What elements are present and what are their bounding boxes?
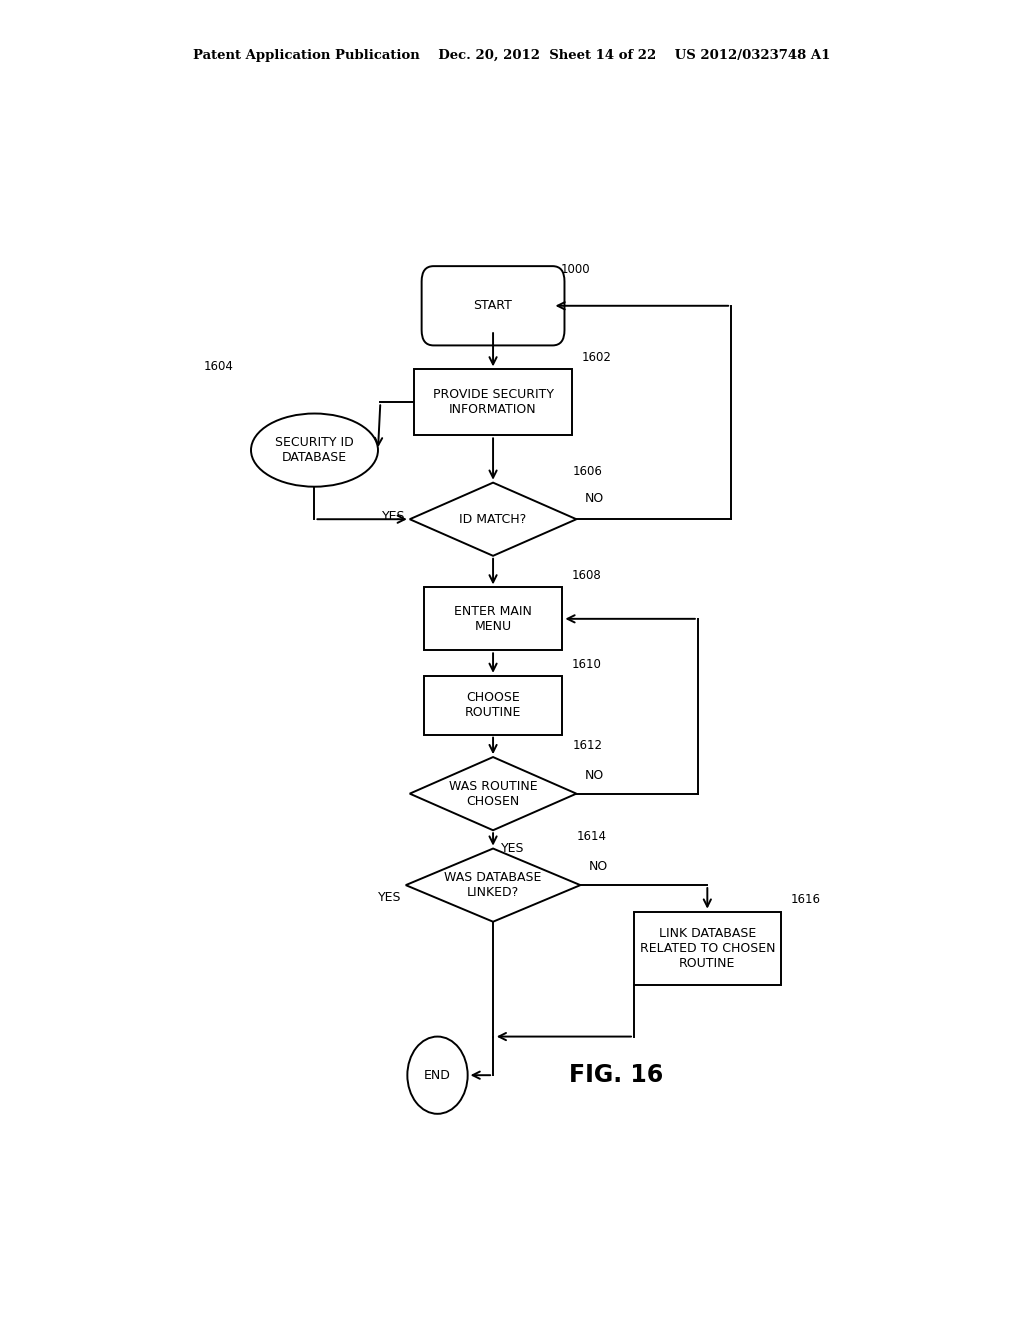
Text: 1602: 1602 — [582, 351, 611, 364]
Text: ID MATCH?: ID MATCH? — [460, 512, 526, 525]
Text: CHOOSE
ROUTINE: CHOOSE ROUTINE — [465, 692, 521, 719]
Ellipse shape — [251, 413, 378, 487]
Text: 1604: 1604 — [204, 360, 233, 372]
Text: 1000: 1000 — [560, 263, 590, 276]
Text: WAS DATABASE
LINKED?: WAS DATABASE LINKED? — [444, 871, 542, 899]
Text: Patent Application Publication    Dec. 20, 2012  Sheet 14 of 22    US 2012/03237: Patent Application Publication Dec. 20, … — [194, 49, 830, 62]
Polygon shape — [410, 758, 577, 830]
Polygon shape — [406, 849, 581, 921]
Text: 1612: 1612 — [572, 739, 602, 752]
FancyBboxPatch shape — [422, 267, 564, 346]
Text: END: END — [424, 1069, 451, 1081]
Bar — [424, 676, 562, 735]
Text: WAS ROUTINE
CHOSEN: WAS ROUTINE CHOSEN — [449, 780, 538, 808]
Text: YES: YES — [501, 842, 524, 855]
Text: FIG. 16: FIG. 16 — [569, 1063, 664, 1088]
Text: 1614: 1614 — [577, 830, 606, 843]
Text: YES: YES — [378, 891, 401, 904]
Text: ENTER MAIN
MENU: ENTER MAIN MENU — [454, 605, 532, 632]
Text: NO: NO — [588, 861, 607, 874]
Text: 1606: 1606 — [572, 465, 602, 478]
Text: YES: YES — [382, 510, 406, 523]
Text: START: START — [474, 300, 512, 313]
Text: PROVIDE SECURITY
INFORMATION: PROVIDE SECURITY INFORMATION — [432, 388, 554, 416]
Text: SECURITY ID
DATABASE: SECURITY ID DATABASE — [275, 436, 354, 465]
Bar — [414, 370, 572, 436]
Circle shape — [408, 1036, 468, 1114]
Bar — [634, 912, 780, 985]
Text: 1610: 1610 — [572, 657, 602, 671]
Text: NO: NO — [585, 492, 603, 506]
Bar — [424, 587, 562, 651]
Text: 1608: 1608 — [572, 569, 602, 582]
Polygon shape — [410, 483, 577, 556]
Text: NO: NO — [585, 768, 603, 781]
Text: 1616: 1616 — [791, 894, 820, 907]
Text: LINK DATABASE
RELATED TO CHOSEN
ROUTINE: LINK DATABASE RELATED TO CHOSEN ROUTINE — [640, 927, 775, 970]
